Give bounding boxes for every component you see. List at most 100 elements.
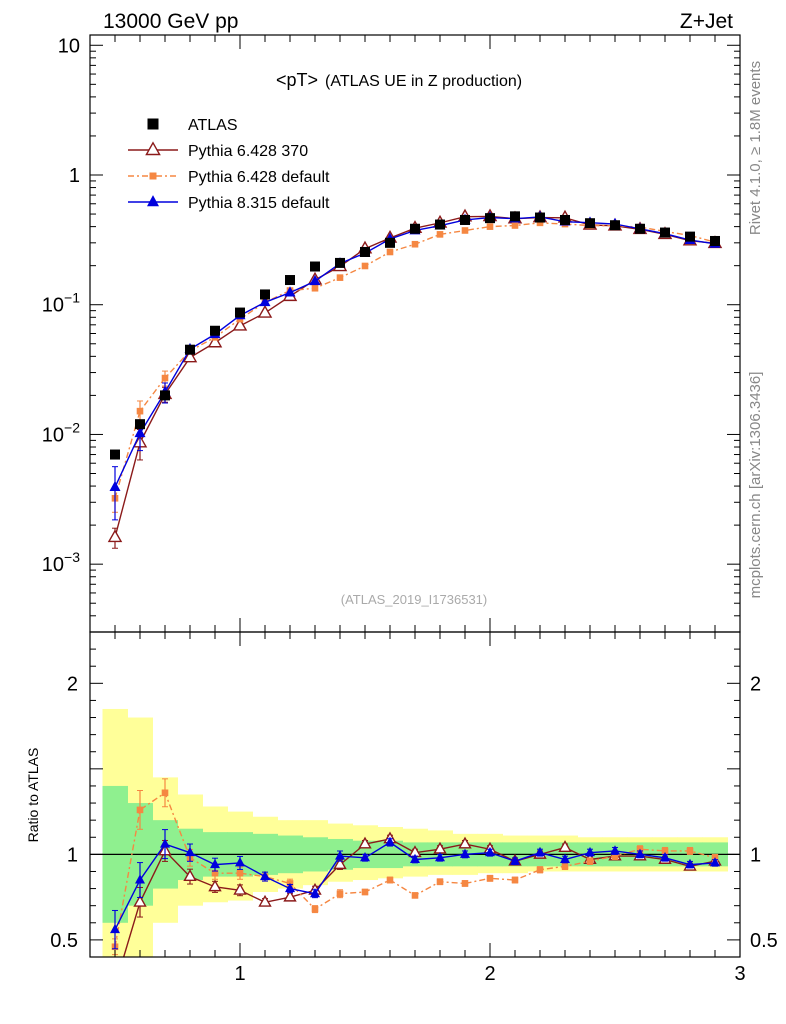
marker-square <box>311 905 319 913</box>
ratio-series-p8_def <box>110 829 720 950</box>
marker-atlas <box>610 220 620 231</box>
marker-square <box>411 892 419 899</box>
marker-square <box>686 847 694 855</box>
marker-triangle <box>284 286 296 297</box>
marker-triangle <box>510 855 520 865</box>
legend-entry: Pythia 6.428 default <box>128 169 330 186</box>
main-y-tick-label: 10 <box>58 35 80 57</box>
marker-square <box>149 172 157 180</box>
marker-triangle-open <box>358 836 372 849</box>
marker-square <box>561 863 569 870</box>
marker-triangle-open <box>233 882 247 895</box>
marker-atlas <box>460 214 470 225</box>
marker-triangle <box>610 845 620 855</box>
marker-square <box>486 875 494 882</box>
legend-entry: Pythia 6.428 370 <box>128 141 308 160</box>
main-y-tick-label: 10−1 <box>42 290 80 317</box>
x-tick-label: 2 <box>484 963 495 985</box>
collision-label: 13000 GeV pp <box>103 10 238 33</box>
marker-triangle <box>135 874 145 884</box>
marker-square <box>136 407 144 415</box>
marker-atlas <box>510 211 520 222</box>
ratio-y-axis: 2 2 1 1 0.5 0.5 <box>50 631 778 958</box>
marker-triangle <box>285 882 295 893</box>
marker-triangle <box>635 848 645 858</box>
legend: ATLAS Pythia 6.428 370 Pythia 6.428 defaul… <box>128 117 330 212</box>
marker-square <box>361 888 369 896</box>
marker-square <box>511 876 519 884</box>
marker-square <box>161 789 169 797</box>
process-label: Z+Jet <box>680 10 733 33</box>
analysis-watermark: (ATLAS_2019_I1736531) <box>341 592 487 607</box>
main-series-p6_def <box>111 219 719 513</box>
marker-square <box>336 890 344 898</box>
marker-triangle-open <box>257 304 273 318</box>
marker-triangle <box>585 846 595 857</box>
ratio-y-tick-label-right: 0.5 <box>750 930 778 952</box>
ratio-y-tick-label-right: 1 <box>750 844 761 866</box>
marker-triangle <box>147 195 159 207</box>
x-tick-label: 3 <box>734 963 745 985</box>
marker-triangle-open <box>558 840 572 852</box>
ratio-series <box>110 778 722 957</box>
marker-square <box>511 222 519 229</box>
marker-square <box>136 806 144 814</box>
marker-triangle <box>485 846 495 857</box>
marker-triangle <box>160 838 170 848</box>
marker-square <box>661 847 669 855</box>
marker-square <box>386 248 394 256</box>
marker-triangle <box>110 923 120 934</box>
marker-triangle-open <box>207 334 223 348</box>
marker-triangle <box>185 846 195 857</box>
ratio-panel: 2 2 1 1 0.5 0.5 1 2 3 <box>50 35 778 985</box>
marker-atlas <box>685 231 695 242</box>
marker-atlas <box>385 237 395 248</box>
marker-triangle-open <box>208 879 222 892</box>
marker-atlas <box>710 235 720 246</box>
marker-square <box>436 231 444 238</box>
marker-triangle <box>109 480 121 492</box>
marker-atlas <box>260 289 270 300</box>
marker-square <box>486 223 494 230</box>
marker-atlas <box>635 223 645 234</box>
marker-atlas <box>535 212 545 223</box>
x-tick-label: 1 <box>234 963 245 985</box>
marker-square <box>161 374 169 382</box>
main-line-p6_def <box>114 222 716 499</box>
marker-atlas <box>560 214 570 225</box>
plot-title-sub: (ATLAS UE in Z production) <box>325 73 522 90</box>
ratio-y-tick-label-left: 0.5 <box>50 930 78 952</box>
marker-atlas <box>485 213 495 224</box>
legend-label: ATLAS <box>188 117 238 134</box>
marker-atlas <box>335 257 345 268</box>
marker-triangle-open <box>458 836 472 849</box>
marker-square <box>536 866 544 874</box>
marker-triangle <box>360 852 370 862</box>
main-series <box>107 208 723 549</box>
marker-atlas <box>435 219 445 230</box>
marker-atlas <box>160 390 170 401</box>
legend-label: Pythia 6.428 default <box>188 169 330 186</box>
main-y-axis: 10 1 10−1 10−2 10−3 <box>42 35 740 633</box>
marker-square <box>311 284 319 292</box>
main-y-tick-label: 10−3 <box>42 549 80 576</box>
marker-triangle-open <box>145 141 161 156</box>
marker-atlas <box>310 261 320 272</box>
marker-triangle <box>560 853 570 863</box>
legend-label: Pythia 8.315 default <box>188 195 330 212</box>
main-line-p6_370 <box>114 215 716 538</box>
marker-square <box>386 876 394 884</box>
marker-triangle <box>535 846 545 857</box>
marker-triangle <box>435 852 445 862</box>
legend-entry: ATLAS <box>147 117 238 134</box>
main-series-p6_370 <box>107 208 723 549</box>
legend-label: Pythia 6.428 370 <box>188 143 308 160</box>
marker-triangle-open <box>283 889 297 902</box>
marker-atlas <box>360 246 370 257</box>
marker-triangle-open <box>183 869 197 882</box>
marker-triangle <box>210 858 220 869</box>
marker-square <box>211 869 219 877</box>
marker-triangle-open <box>133 894 147 907</box>
marker-square <box>436 878 444 886</box>
